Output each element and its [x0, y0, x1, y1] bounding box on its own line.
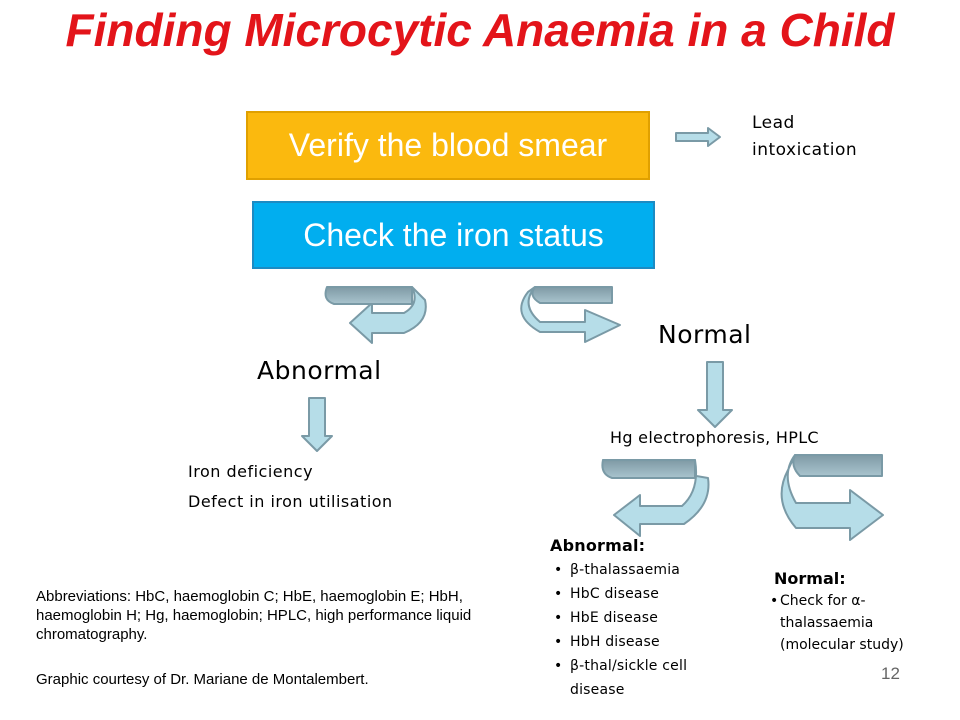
list-item: HbE disease: [550, 606, 740, 630]
hg-electrophoresis-label: Hg electrophoresis, HPLC: [610, 428, 819, 447]
curve-arrow-right-icon: [780, 454, 884, 541]
abbreviations-note: Abbreviations: HbC, haemoglobin C; HbE, …: [36, 588, 472, 643]
lead-arrow-icon: [675, 127, 721, 147]
hg-abnormal-heading: Abnormal:: [550, 536, 646, 555]
normal-branch-label: Normal: [658, 320, 752, 349]
hg-normal-heading: Normal:: [774, 569, 846, 588]
hg-abnormal-list: β-thalassaemia HbC disease HbE disease H…: [550, 558, 740, 702]
hg-abnormal-block: Abnormal: β-thalassaemia HbC disease HbE…: [550, 534, 740, 702]
lead-intoxication-label: Lead intoxication: [752, 113, 858, 160]
verify-blood-smear-box: Verify the blood smear: [246, 111, 650, 180]
list-item: β-thalassaemia: [550, 558, 740, 582]
curve-arrow-left-icon: [601, 459, 710, 537]
graphic-credit: Graphic courtesy of Dr. Mariane de Monta…: [36, 671, 369, 688]
iron-result-text: Iron deficiency Defect in iron utilisati…: [188, 457, 393, 517]
page-number: 12: [881, 664, 900, 683]
abnormal-branch-label: Abnormal: [257, 356, 382, 385]
down-arrow-icon: [301, 397, 333, 452]
hg-normal-block: Normal: Check for α-thalassaemia (molecu…: [770, 568, 944, 656]
iron-deficiency-label: Iron deficiency: [188, 462, 314, 481]
list-item: HbH disease: [550, 630, 740, 654]
page-title: Finding Microcytic Anaemia in a Child: [65, 4, 895, 56]
check-iron-status-box: Check the iron status: [252, 201, 655, 269]
down-arrow-icon: [697, 361, 733, 428]
list-item: β-thal/sickle cell disease: [550, 654, 740, 702]
hg-normal-list: Check for α-thalassaemia (molecular stud…: [770, 590, 944, 656]
list-item: HbC disease: [550, 582, 740, 606]
iron-utilisation-label: Defect in iron utilisation: [188, 492, 393, 511]
list-item: Check for α-thalassaemia (molecular stud…: [770, 590, 944, 656]
curve-arrow-right-icon: [520, 286, 621, 343]
curve-arrow-left-icon: [324, 286, 427, 344]
